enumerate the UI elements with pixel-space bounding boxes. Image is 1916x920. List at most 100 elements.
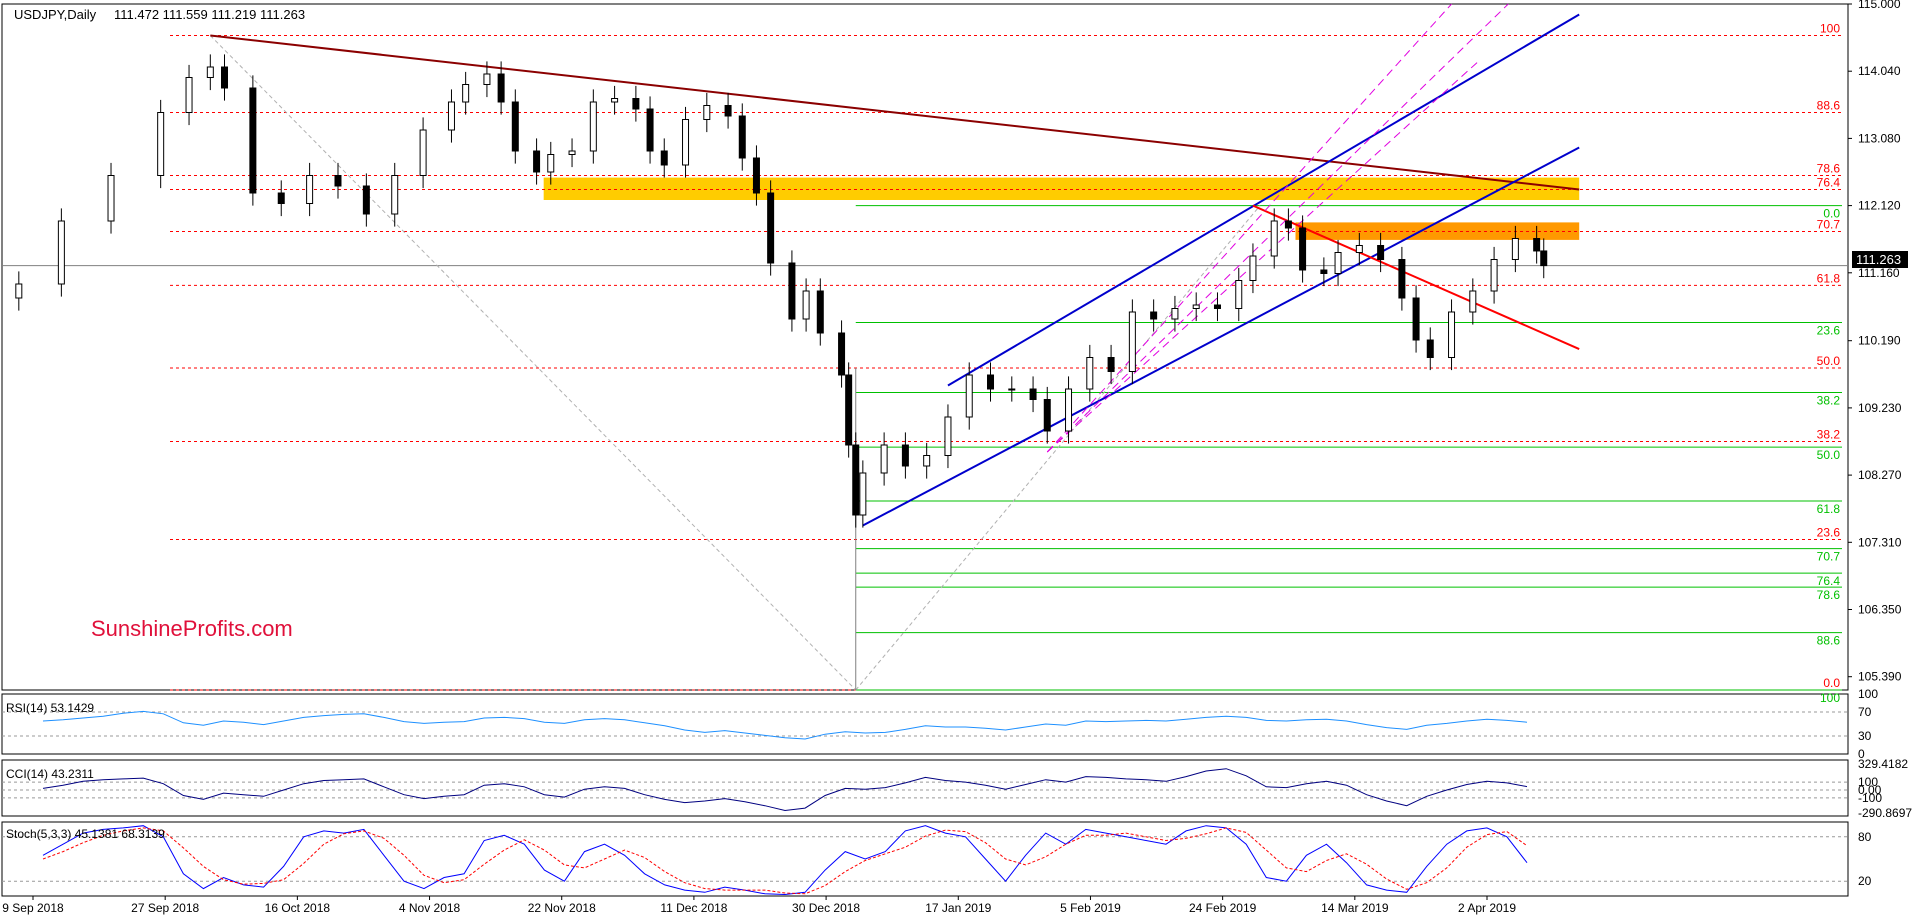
candle-body bbox=[57, 220, 65, 285]
candle-body bbox=[1008, 388, 1016, 391]
candle-body bbox=[859, 472, 867, 516]
fib-red-label: 0.0 bbox=[1823, 676, 1840, 690]
x-tick-label: 16 Oct 2018 bbox=[265, 901, 331, 915]
candle-body bbox=[703, 105, 711, 120]
candle-body bbox=[1490, 259, 1498, 292]
y-tick-label: 106.350 bbox=[1858, 603, 1902, 617]
candle-body bbox=[1086, 357, 1094, 390]
cci-tick-label: -100 bbox=[1858, 791, 1882, 805]
stoch-tick-label: 20 bbox=[1858, 874, 1872, 888]
ohlc-values: 111.472 111.559 111.219 111.263 bbox=[114, 7, 305, 22]
candle-body bbox=[1128, 311, 1136, 372]
cci-tick-label: 100 bbox=[1858, 775, 1878, 789]
y-tick-label: 110.190 bbox=[1858, 334, 1901, 348]
y-tick-label: 108.270 bbox=[1858, 468, 1902, 482]
y-tick-label: 113.080 bbox=[1858, 131, 1901, 145]
cci-series-line bbox=[42, 768, 1528, 812]
cci-tick-label: 329.4182 bbox=[1858, 757, 1908, 771]
y-tick-label: 105.390 bbox=[1858, 670, 1902, 684]
candle-body bbox=[221, 66, 229, 89]
x-tick-label: 30 Dec 2018 bbox=[792, 901, 860, 915]
candle-body bbox=[632, 98, 640, 110]
candle-body bbox=[206, 66, 214, 78]
stoch-title: Stoch(5,3,3) 45.1381 68.3139 bbox=[6, 827, 165, 841]
candle-body bbox=[1192, 304, 1200, 309]
fib-red-label: 70.7 bbox=[1817, 218, 1841, 232]
y-tick-label: 107.310 bbox=[1858, 535, 1902, 549]
candle-body bbox=[15, 283, 23, 299]
main-grid bbox=[1, 3, 1849, 897]
candle-body bbox=[1355, 245, 1363, 253]
fib-green-label: 70.7 bbox=[1817, 550, 1841, 564]
fib-green-label: 0.0 bbox=[1823, 207, 1840, 221]
candle-body bbox=[497, 73, 505, 103]
price-badge: 111.263 bbox=[1856, 252, 1901, 267]
zone-yellow bbox=[543, 177, 1580, 200]
candle-body bbox=[1029, 388, 1037, 400]
candle-body bbox=[277, 192, 285, 204]
candle-body bbox=[738, 115, 746, 159]
candle-body bbox=[157, 112, 165, 176]
fib-red-label: 76.4 bbox=[1817, 176, 1841, 190]
candle-body bbox=[923, 455, 931, 467]
candle-body bbox=[568, 150, 576, 155]
fib-red-label: 78.6 bbox=[1817, 162, 1841, 176]
trendlines bbox=[210, 3, 1580, 527]
candle-body bbox=[511, 101, 519, 152]
candle-body bbox=[483, 73, 491, 85]
rsi-panel-frame bbox=[1, 693, 1849, 755]
y-tick-label: 109.230 bbox=[1858, 401, 1902, 415]
candle-body bbox=[589, 101, 597, 152]
candle-body bbox=[447, 101, 455, 131]
candle-body bbox=[1235, 280, 1243, 309]
x-tick-label: 14 Mar 2019 bbox=[1321, 901, 1389, 915]
fib-red-label: 50.0 bbox=[1817, 354, 1841, 368]
candle-body bbox=[1533, 238, 1541, 252]
candle-body bbox=[306, 175, 314, 204]
fib-diagonal-2 bbox=[855, 205, 1261, 691]
stoch-tick-label: 80 bbox=[1858, 830, 1872, 844]
fib-red-label: 23.6 bbox=[1817, 526, 1841, 540]
fib-green-label: 100 bbox=[1820, 691, 1840, 705]
rsi-tick-label: 100 bbox=[1858, 687, 1878, 701]
candle-body bbox=[533, 150, 541, 173]
candle-body bbox=[880, 444, 888, 474]
candle-body bbox=[1270, 220, 1278, 257]
candle-body bbox=[1150, 311, 1158, 320]
trendline-channel-upper bbox=[947, 13, 1580, 387]
rsi-tick-label: 0 bbox=[1858, 747, 1865, 761]
fib-levels: 10088.678.676.470.761.850.038.223.60.00.… bbox=[2, 22, 1848, 705]
candle-body bbox=[987, 374, 995, 390]
candle-body bbox=[1448, 311, 1456, 358]
candle-body bbox=[788, 262, 796, 320]
candle-body bbox=[1398, 259, 1406, 299]
trendline-channel-lower bbox=[862, 146, 1580, 527]
fib-red-label: 61.8 bbox=[1817, 271, 1841, 285]
cci-tick-label: 0.00 bbox=[1858, 783, 1882, 797]
fib-green-label: 23.6 bbox=[1817, 324, 1841, 338]
trendline-fork-mid bbox=[1046, 59, 1481, 453]
candle-body bbox=[944, 416, 952, 456]
y-tick-label: 115.000 bbox=[1858, 0, 1901, 11]
x-tick-label: 2 Apr 2019 bbox=[1458, 901, 1516, 915]
candle-body bbox=[1412, 297, 1420, 341]
y-tick-label: 111.160 bbox=[1858, 266, 1900, 280]
candle-body bbox=[107, 175, 115, 222]
candle-body bbox=[1320, 269, 1328, 274]
candle-body bbox=[724, 105, 732, 117]
main-panel-frame bbox=[1, 3, 1849, 691]
trendline-resistance bbox=[1252, 204, 1580, 351]
candle-body bbox=[391, 175, 399, 215]
x-tick-label: 4 Nov 2018 bbox=[399, 901, 461, 915]
fib-green-label: 78.6 bbox=[1817, 588, 1841, 602]
fib-diagonal-1 bbox=[209, 35, 857, 691]
x-tick-label: 11 Dec 2018 bbox=[660, 901, 727, 915]
candle-body bbox=[646, 108, 654, 152]
candle-body bbox=[249, 87, 257, 194]
fib-green-label: 50.0 bbox=[1817, 448, 1841, 462]
candle-body bbox=[1107, 357, 1115, 372]
candle-body bbox=[1213, 304, 1221, 309]
rsi-tick-label: 30 bbox=[1858, 729, 1872, 743]
candle-body bbox=[1377, 245, 1385, 260]
